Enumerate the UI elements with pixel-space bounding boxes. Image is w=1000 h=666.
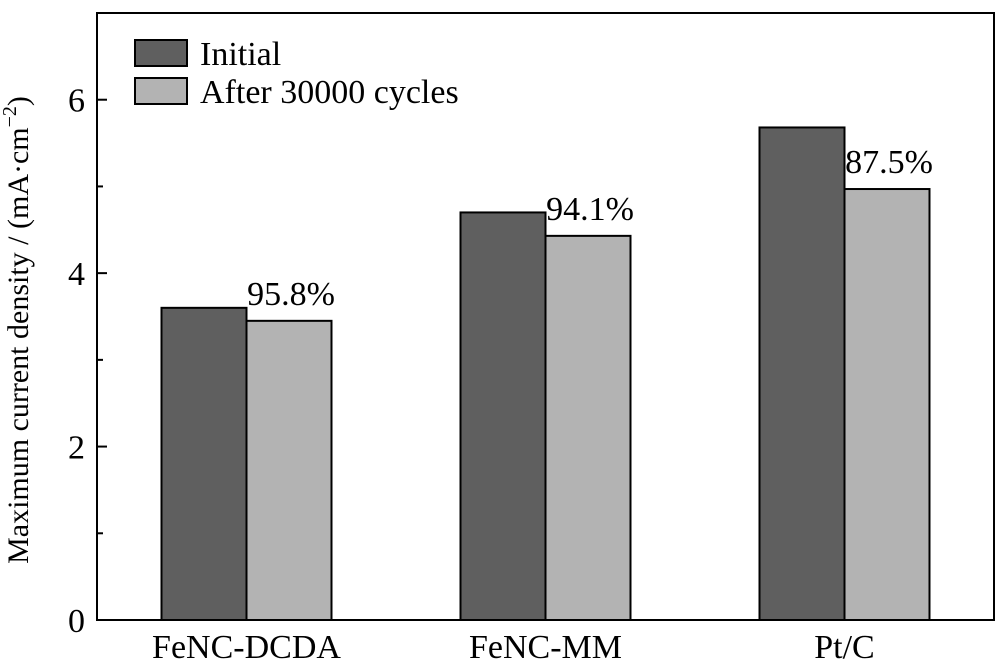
y-tick-label-2: 4 bbox=[68, 256, 85, 293]
bar-after-cycles-2 bbox=[843, 188, 931, 621]
bar-after-cycles-1 bbox=[544, 234, 632, 621]
bar-initial-0 bbox=[160, 306, 248, 621]
bar-initial-2 bbox=[758, 126, 846, 621]
y-axis-label-main: Maximum current density / (mA·cm bbox=[2, 127, 35, 564]
legend-swatch-1 bbox=[134, 77, 188, 105]
retention-data-label-2: 87.5% bbox=[845, 144, 933, 181]
bar-initial-1 bbox=[459, 211, 547, 621]
legend-label-0: Initial bbox=[200, 36, 281, 73]
retention-data-label-1: 94.1% bbox=[546, 191, 634, 228]
legend-label-1: After 30000 cycles bbox=[200, 74, 459, 111]
y-tick-label-3: 6 bbox=[68, 83, 85, 120]
y-tick-label-0: 0 bbox=[68, 603, 85, 640]
bar-after-cycles-0 bbox=[245, 319, 333, 621]
x-category-label-0: FeNC-DCDA bbox=[152, 629, 341, 666]
retention-data-label-0: 95.8% bbox=[247, 276, 335, 313]
y-axis-label: Maximum current density / (mA·cm−2) bbox=[0, 96, 35, 564]
y-axis-label-sup: −2 bbox=[0, 106, 21, 127]
y-tick-label-1: 2 bbox=[68, 430, 85, 467]
x-category-label-1: FeNC-MM bbox=[469, 629, 622, 666]
x-category-label-2: Pt/C bbox=[814, 629, 874, 666]
y-axis-label-close: ) bbox=[2, 96, 35, 106]
legend-swatch-0 bbox=[134, 39, 188, 67]
